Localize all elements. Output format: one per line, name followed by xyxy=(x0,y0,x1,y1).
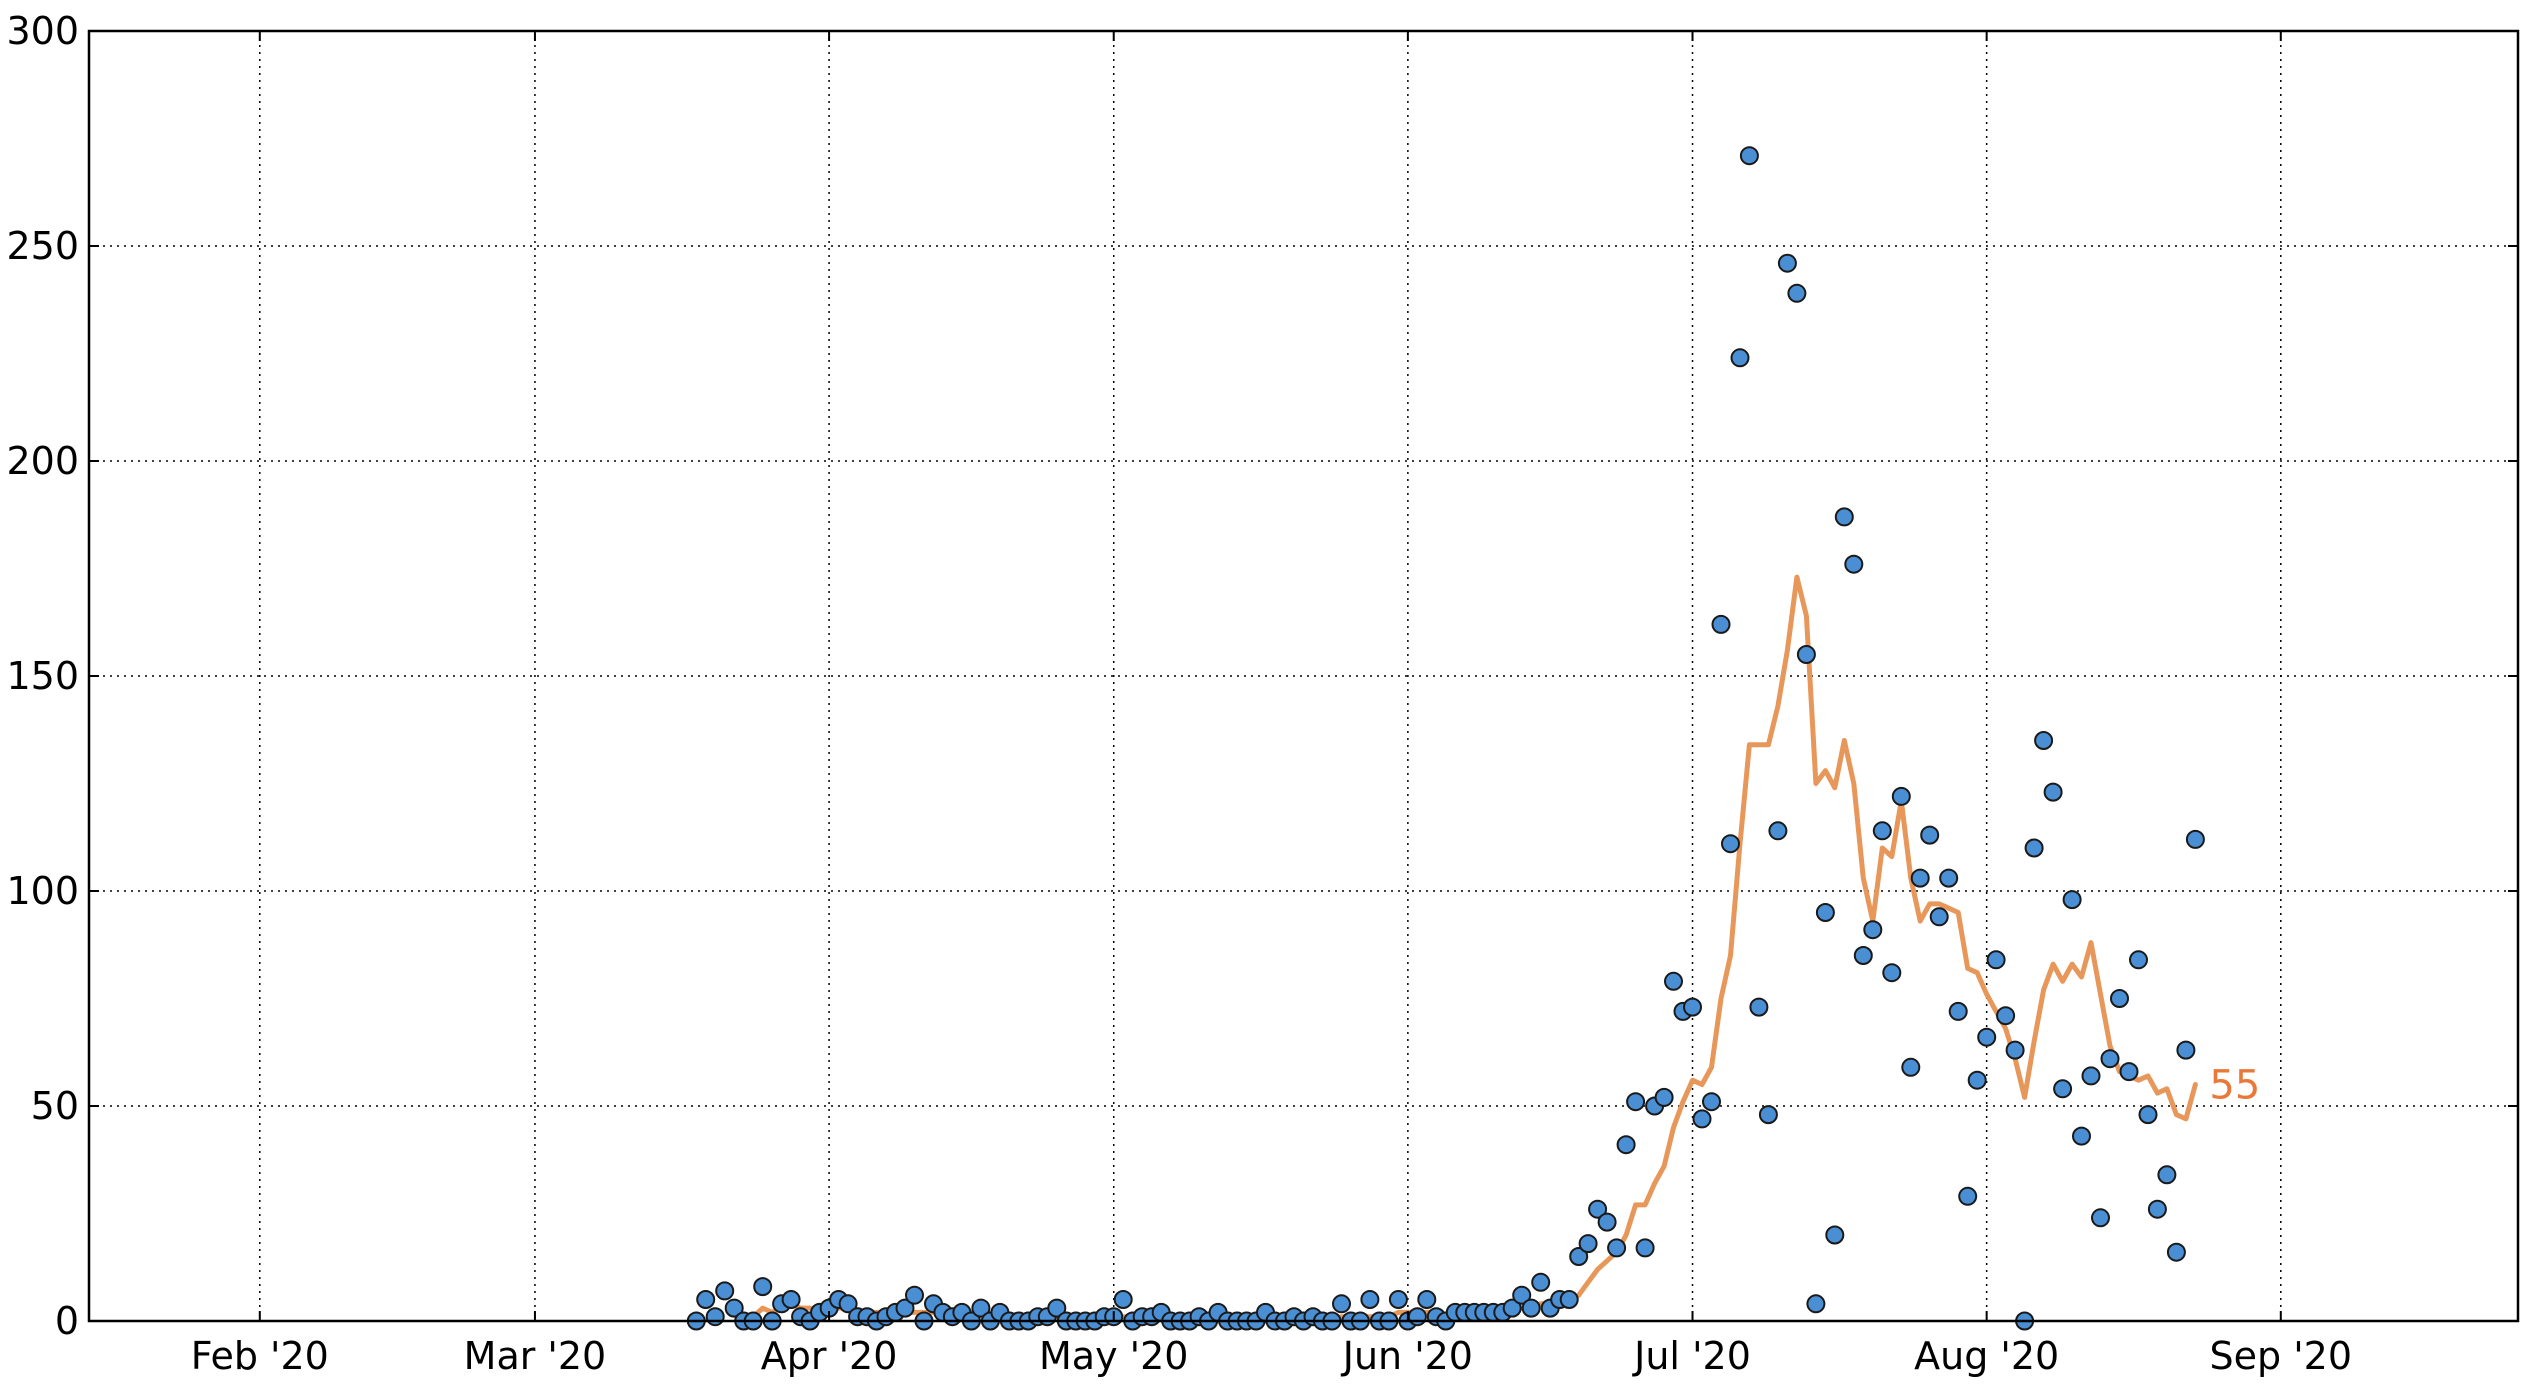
annotations: 55 xyxy=(2209,1063,2260,1109)
data-point xyxy=(1988,951,2005,968)
data-point xyxy=(1883,964,1900,981)
data-point xyxy=(2130,951,2147,968)
data-point xyxy=(1713,616,1730,633)
data-point xyxy=(1845,556,1862,573)
data-point xyxy=(2187,831,2204,848)
data-point xyxy=(1950,1003,1967,1020)
data-point xyxy=(1893,788,1910,805)
data-point xyxy=(1656,1089,1673,1106)
data-point xyxy=(1418,1291,1435,1308)
data-point xyxy=(2158,1166,2175,1183)
data-point xyxy=(1959,1188,1976,1205)
y-tick-label: 250 xyxy=(6,224,79,268)
x-tick-label: Jun '20 xyxy=(1341,1334,1473,1378)
data-point xyxy=(1703,1093,1720,1110)
data-point xyxy=(1921,827,1938,844)
data-point xyxy=(1665,973,1682,990)
data-point xyxy=(2140,1106,2157,1123)
data-point xyxy=(2064,891,2081,908)
data-point xyxy=(783,1291,800,1308)
end-value-label: 55 xyxy=(2209,1063,2260,1109)
data-point xyxy=(2168,1244,2185,1261)
data-point xyxy=(1931,908,1948,925)
data-point xyxy=(1760,1106,1777,1123)
y-tick-label: 200 xyxy=(6,439,79,483)
data-point xyxy=(1769,822,1786,839)
data-point xyxy=(2102,1050,2119,1067)
x-tick-label: May '20 xyxy=(1039,1334,1188,1378)
data-point xyxy=(1779,255,1796,272)
data-point xyxy=(697,1291,714,1308)
y-tick-label: 100 xyxy=(6,869,79,913)
data-point xyxy=(1390,1291,1407,1308)
y-tick-label: 50 xyxy=(31,1084,79,1128)
data-point xyxy=(1874,822,1891,839)
data-point xyxy=(1115,1291,1132,1308)
data-point xyxy=(1608,1239,1625,1256)
data-point xyxy=(1978,1029,1995,1046)
data-point xyxy=(2026,840,2043,857)
data-point xyxy=(2054,1080,2071,1097)
data-point xyxy=(1599,1214,1616,1231)
data-point xyxy=(2007,1042,2024,1059)
y-tick-label: 300 xyxy=(6,9,79,53)
data-point xyxy=(1532,1274,1549,1291)
data-point xyxy=(2149,1201,2166,1218)
data-point xyxy=(1333,1295,1350,1312)
data-point xyxy=(1722,835,1739,852)
data-point xyxy=(1361,1291,1378,1308)
data-point xyxy=(2111,990,2128,1007)
x-tick-label: Sep '20 xyxy=(2210,1334,2353,1378)
data-point xyxy=(2177,1042,2194,1059)
data-point xyxy=(1741,147,1758,164)
data-point xyxy=(1561,1291,1578,1308)
data-point xyxy=(906,1287,923,1304)
data-point xyxy=(1684,999,1701,1016)
data-point xyxy=(2035,732,2052,749)
data-point xyxy=(1969,1072,1986,1089)
data-point xyxy=(2073,1128,2090,1145)
data-point xyxy=(707,1308,724,1325)
x-tick-label: Jul '20 xyxy=(1632,1334,1751,1378)
data-point xyxy=(1836,508,1853,525)
data-point xyxy=(754,1278,771,1295)
x-tick-label: Mar '20 xyxy=(464,1334,607,1378)
data-point xyxy=(2045,784,2062,801)
data-point xyxy=(1997,1007,2014,1024)
data-point xyxy=(2092,1209,2109,1226)
data-point xyxy=(1409,1308,1426,1325)
data-point xyxy=(1817,904,1834,921)
data-point xyxy=(1580,1235,1597,1252)
data-point xyxy=(1750,999,1767,1016)
data-point xyxy=(2121,1063,2138,1080)
data-point xyxy=(1732,349,1749,366)
data-point xyxy=(1855,947,1872,964)
data-point xyxy=(1826,1227,1843,1244)
data-point xyxy=(1637,1239,1654,1256)
data-point xyxy=(2083,1067,2100,1084)
data-point xyxy=(1523,1300,1540,1317)
data-point xyxy=(1940,870,1957,887)
data-point xyxy=(716,1282,733,1299)
data-point xyxy=(1618,1136,1635,1153)
x-tick-label: Feb '20 xyxy=(191,1334,329,1378)
data-point xyxy=(1694,1110,1711,1127)
data-point xyxy=(1627,1093,1644,1110)
data-point xyxy=(1864,921,1881,938)
y-tick-label: 0 xyxy=(55,1299,79,1343)
y-tick-label: 150 xyxy=(6,654,79,698)
x-tick-label: Apr '20 xyxy=(761,1334,898,1378)
data-point xyxy=(1912,870,1929,887)
data-point xyxy=(1807,1295,1824,1312)
data-point xyxy=(1798,646,1815,663)
data-point xyxy=(1788,285,1805,302)
data-point xyxy=(1902,1059,1919,1076)
x-tick-label: Aug '20 xyxy=(1914,1334,2059,1378)
